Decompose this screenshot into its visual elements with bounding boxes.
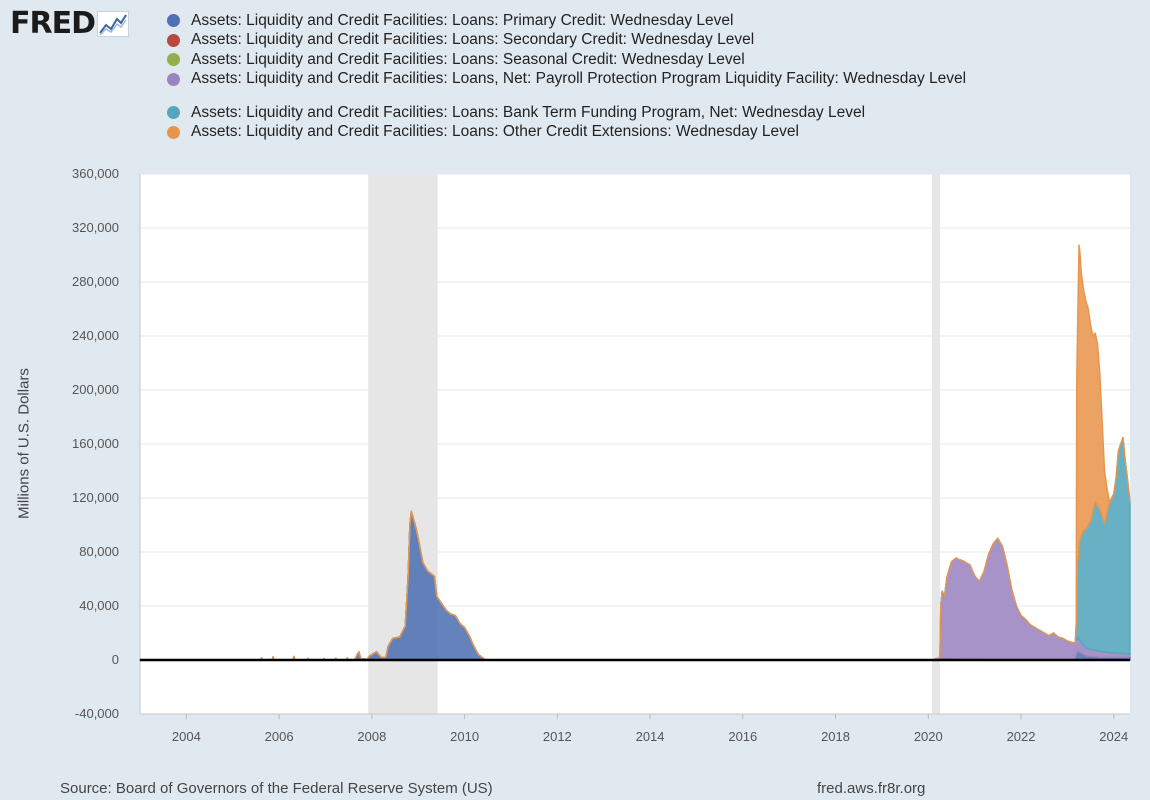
x-tick-label: 2006 (265, 729, 294, 744)
fred-logo-text: FRED (10, 6, 96, 41)
legend-item[interactable]: Assets: Liquidity and Credit Facilities:… (167, 70, 966, 90)
legend-item[interactable]: Assets: Liquidity and Credit Facilities:… (167, 50, 966, 70)
x-tick-label: 2018 (821, 729, 850, 744)
legend-swatch (167, 106, 180, 120)
legend-item[interactable]: Assets: Liquidity and Credit Facilities:… (167, 123, 966, 143)
y-tick-label: 0 (112, 652, 119, 667)
y-tick-label: 80,000 (79, 544, 119, 559)
x-tick-label: 2020 (914, 729, 943, 744)
x-tick-label: 2022 (1007, 729, 1036, 744)
line-chart-icon (97, 10, 129, 37)
site-link[interactable]: fred.aws.fr8r.org (817, 780, 926, 797)
x-tick-label: 2008 (357, 729, 386, 744)
x-tick-label: 2016 (728, 729, 757, 744)
x-tick-label: 2014 (636, 729, 665, 744)
legend-label: Assets: Liquidity and Credit Facilities:… (191, 123, 799, 141)
legend-label: Assets: Liquidity and Credit Facilities:… (191, 50, 745, 68)
legend-label: Assets: Liquidity and Credit Facilities:… (191, 70, 967, 88)
legend-item[interactable]: Assets: Liquidity and Credit Facilities:… (167, 11, 966, 31)
legend-item[interactable]: Assets: Liquidity and Credit Facilities:… (167, 103, 966, 123)
series-area (139, 244, 1131, 661)
chart-legend: Assets: Liquidity and Credit Facilities:… (167, 11, 966, 142)
legend-swatch (167, 72, 180, 86)
legend-swatch (167, 53, 180, 67)
y-tick-label: 280,000 (72, 274, 119, 289)
y-tick-label: 40,000 (79, 598, 119, 613)
y-tick-label: 360,000 (72, 166, 119, 181)
legend-swatch (167, 33, 180, 47)
legend-swatch (167, 14, 180, 28)
legend-label: Assets: Liquidity and Credit Facilities:… (191, 11, 734, 29)
x-tick-label: 2004 (172, 729, 201, 744)
y-tick-label: 320,000 (72, 220, 119, 235)
legend-label: Assets: Liquidity and Credit Facilities:… (191, 103, 866, 121)
y-tick-label: 160,000 (72, 436, 119, 451)
legend-swatch (167, 125, 180, 139)
y-tick-label: -40,000 (75, 706, 119, 721)
x-tick-label: 2024 (1099, 729, 1128, 744)
fred-logo[interactable]: FRED (10, 6, 129, 41)
y-tick-label: 120,000 (72, 490, 119, 505)
legend-label: Assets: Liquidity and Credit Facilities:… (191, 31, 755, 49)
y-tick-label: 240,000 (72, 328, 119, 343)
x-tick-label: 2010 (450, 729, 479, 744)
x-tick-label: 2012 (543, 729, 572, 744)
y-axis-title: Millions of U.S. Dollars (15, 368, 33, 519)
y-tick-label: 200,000 (72, 382, 119, 397)
source-note: Source: Board of Governors of the Federa… (60, 780, 493, 797)
legend-item[interactable]: Assets: Liquidity and Credit Facilities:… (167, 31, 966, 51)
